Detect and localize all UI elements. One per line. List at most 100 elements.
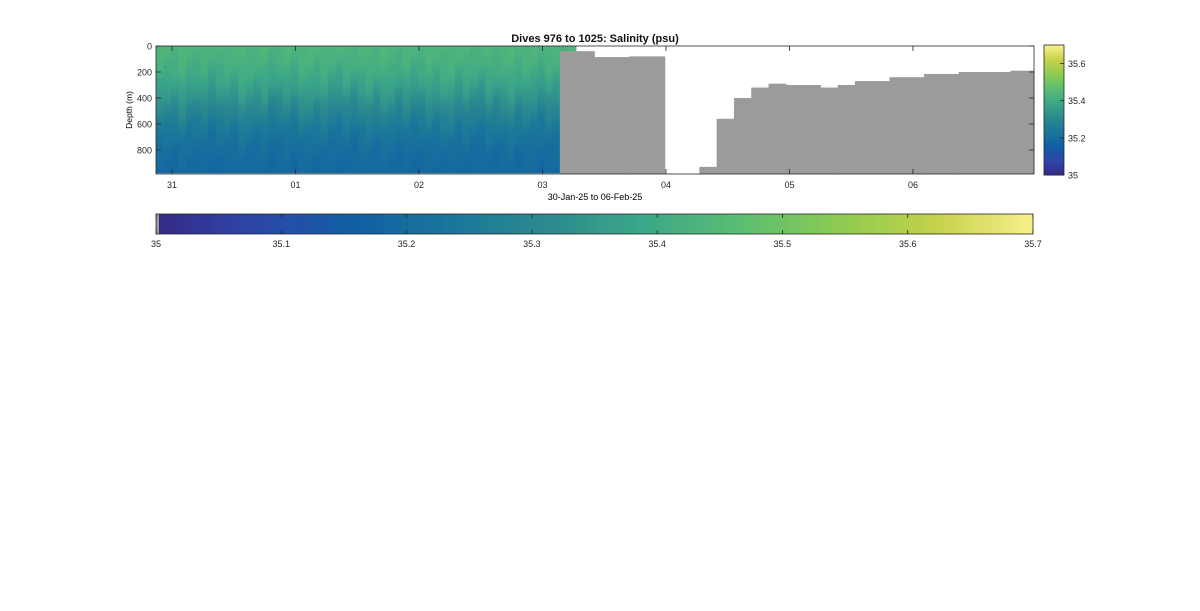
- heatmap-cell: [395, 158, 404, 162]
- heatmap-cell: [455, 167, 464, 172]
- heatmap-cell: [200, 94, 209, 98]
- heatmap-cell: [223, 49, 232, 53]
- heatmap-cell: [290, 132, 299, 137]
- heatmap-cell: [193, 90, 202, 95]
- heatmap-cell: [327, 122, 337, 127]
- heatmap-cell: [350, 65, 359, 69]
- heatmap-cell: [342, 116, 352, 121]
- heatmap-cell: [253, 126, 262, 130]
- heatmap-cell: [432, 113, 441, 117]
- heatmap-cell: [313, 132, 322, 137]
- heatmap-cell: [163, 74, 172, 79]
- heatmap-cell: [298, 97, 307, 101]
- heatmap-cell: [350, 116, 359, 121]
- heatmap-cell: [260, 58, 269, 63]
- heatmap-cell: [507, 126, 516, 130]
- heatmap-cell: [410, 68, 419, 73]
- heatmap-cell: [567, 46, 577, 50]
- heatmap-cell: [305, 113, 314, 117]
- heatmap-cell: [313, 129, 322, 133]
- heatmap-cell: [230, 154, 239, 159]
- heatmap-cell: [477, 87, 486, 92]
- heatmap-cell: [260, 90, 269, 95]
- x-tick-label: 02: [414, 180, 424, 190]
- heatmap-cell: [350, 81, 359, 85]
- heatmap-cell: [425, 74, 434, 79]
- heatmap-cell: [432, 81, 441, 85]
- heatmap-cell: [499, 110, 509, 114]
- heatmap-cell: [552, 170, 561, 174]
- heatmap-cell: [455, 129, 464, 133]
- heatmap-cell: [253, 58, 262, 63]
- heatmap-cell: [185, 142, 194, 146]
- heatmap-cell: [544, 113, 553, 117]
- heatmap-cell: [223, 58, 232, 63]
- heatmap-cell: [335, 142, 344, 146]
- heatmap-cell: [193, 103, 202, 108]
- heatmap-cell: [365, 100, 374, 105]
- heatmap-cell: [522, 74, 531, 79]
- no-data-block: [785, 84, 821, 174]
- heatmap-cell: [552, 46, 561, 50]
- heatmap-cell: [514, 100, 524, 105]
- heatmap-cell: [283, 142, 292, 146]
- heatmap-cell: [268, 126, 277, 130]
- heatmap-cell: [298, 142, 307, 146]
- heatmap-cell: [208, 90, 217, 95]
- heatmap-cell: [200, 87, 209, 92]
- heatmap-cell: [327, 55, 337, 60]
- heatmap-cell: [470, 126, 479, 130]
- heatmap-cell: [230, 129, 239, 133]
- heatmap-cell: [170, 132, 180, 137]
- heatmap-cell: [350, 52, 359, 57]
- heatmap-cell: [485, 71, 494, 76]
- heatmap-cell: [522, 158, 531, 162]
- bottom-colorbar-segment: [484, 214, 493, 234]
- heatmap-cell: [372, 138, 381, 143]
- heatmap-cell: [170, 87, 180, 92]
- heatmap-cell: [238, 148, 247, 153]
- heatmap-cell: [245, 49, 254, 53]
- heatmap-cell: [440, 164, 449, 169]
- heatmap-cell: [230, 142, 239, 146]
- heatmap-cell: [268, 151, 277, 156]
- heatmap-cell: [537, 154, 546, 159]
- heatmap-cell: [238, 68, 247, 73]
- heatmap-cell: [230, 97, 239, 101]
- heatmap-cell: [335, 100, 344, 105]
- heatmap-cell: [462, 65, 471, 69]
- heatmap-cell: [230, 62, 239, 66]
- heatmap-cell: [402, 135, 411, 140]
- heatmap-cell: [350, 145, 359, 149]
- heatmap-cell: [350, 135, 359, 140]
- heatmap-cell: [170, 106, 180, 111]
- heatmap-cell: [410, 110, 419, 114]
- bottom-colorbar-segment: [478, 214, 486, 234]
- heatmap-cell: [492, 46, 501, 50]
- heatmap-cell: [208, 164, 217, 169]
- heatmap-cell: [485, 116, 494, 121]
- heatmap-cell: [380, 135, 389, 140]
- heatmap-cell: [470, 138, 479, 143]
- heatmap-cell: [170, 135, 180, 140]
- heatmap-cell: [208, 158, 217, 162]
- heatmap-cell: [283, 126, 292, 130]
- heatmap-cell: [305, 46, 314, 50]
- heatmap-cell: [514, 132, 524, 137]
- heatmap-cell: [357, 138, 366, 143]
- bottom-colorbar-segment: [238, 214, 246, 234]
- heatmap-cell: [327, 132, 337, 137]
- heatmap-cell: [275, 62, 284, 66]
- heatmap-cell: [275, 68, 284, 73]
- heatmap-cell: [395, 52, 404, 57]
- heatmap-cell: [342, 122, 352, 127]
- heatmap-cell: [387, 126, 396, 130]
- bottom-colorbar-segment: [286, 214, 294, 234]
- heatmap-cell: [357, 74, 366, 79]
- heatmap-cell: [268, 84, 277, 89]
- heatmap-cell: [462, 106, 471, 111]
- heatmap-cell: [387, 68, 396, 73]
- heatmap-cell: [492, 84, 501, 89]
- heatmap-cell: [432, 110, 441, 114]
- bottom-colorbar-ticks: 35 35.1 35.2 35.3 35.4 35.5 35.6 35.7: [151, 214, 1042, 249]
